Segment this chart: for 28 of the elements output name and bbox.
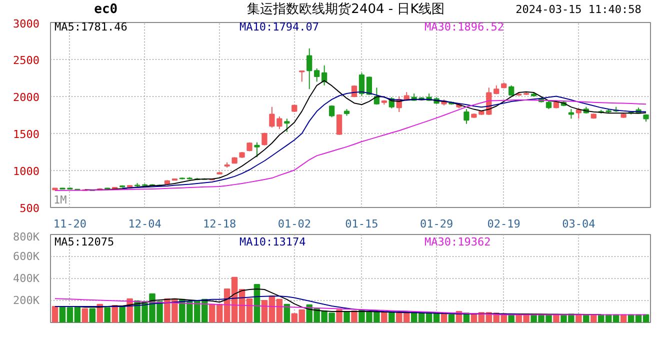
text: MA5:1781.46	[54, 20, 128, 34]
x-tick-label: 02-19	[487, 218, 520, 230]
annotation: 1M	[54, 194, 68, 206]
y-tick-label: 3000	[13, 18, 40, 30]
x-tick-label: 01-15	[345, 218, 378, 230]
y-tick-label: 400K	[13, 272, 40, 285]
y-tick-label: 600K	[13, 250, 40, 263]
y-tick-label: 500	[20, 202, 40, 215]
x-tick-label: 01-02	[278, 218, 311, 230]
text: MA10:13174	[240, 236, 306, 248]
x-tick-label: 11-20	[53, 218, 87, 230]
y-tick-label: 2000	[13, 91, 40, 104]
text: 2024-03-15 11:40:58	[516, 3, 642, 16]
text: MA5:12075	[54, 236, 114, 248]
y-tick-label: 200K	[13, 294, 40, 307]
text: MA10:1794.07	[240, 20, 319, 34]
y-tick-label: 1000	[13, 165, 40, 178]
y-tick-label: 1500	[13, 128, 40, 141]
y-tick-label: 2500	[13, 54, 40, 67]
chart-subtitle: ec0	[94, 2, 118, 17]
x-tick-label: 12-18	[203, 218, 236, 230]
chart-title: 集运指数欧线期货2404 - 日K线图	[247, 2, 445, 17]
text: MA30:19362	[424, 236, 491, 248]
x-tick-label: 03-04	[562, 218, 596, 230]
x-tick-label: 01-29	[420, 218, 454, 230]
text: MA30:1896.52	[424, 20, 504, 34]
y-tick-label: 800K	[13, 230, 40, 244]
x-tick-label: 12-04	[128, 218, 162, 230]
